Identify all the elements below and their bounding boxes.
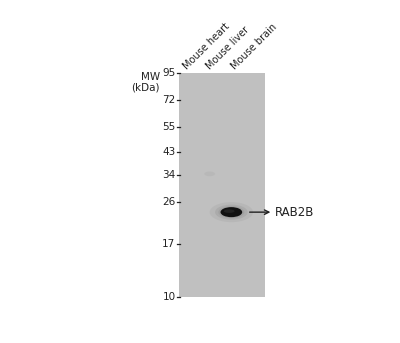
Text: Mouse brain: Mouse brain [229,22,278,72]
Ellipse shape [224,209,235,213]
Text: 43: 43 [162,147,176,157]
Ellipse shape [215,205,248,220]
Text: 17: 17 [162,239,176,249]
Text: 26: 26 [162,197,176,207]
Text: Mouse liver: Mouse liver [204,25,251,72]
Text: 95: 95 [162,68,176,78]
Bar [179,73,266,297]
Text: 10: 10 [162,292,176,302]
Text: MW
(kDa): MW (kDa) [132,72,160,92]
Text: 55: 55 [162,122,176,132]
Ellipse shape [220,207,242,217]
Text: 34: 34 [162,170,176,180]
Ellipse shape [204,172,215,176]
Ellipse shape [210,202,253,222]
Text: 72: 72 [162,95,176,106]
Text: RAB2B: RAB2B [275,206,314,218]
Ellipse shape [218,206,244,218]
Text: Mouse heart: Mouse heart [181,21,231,72]
